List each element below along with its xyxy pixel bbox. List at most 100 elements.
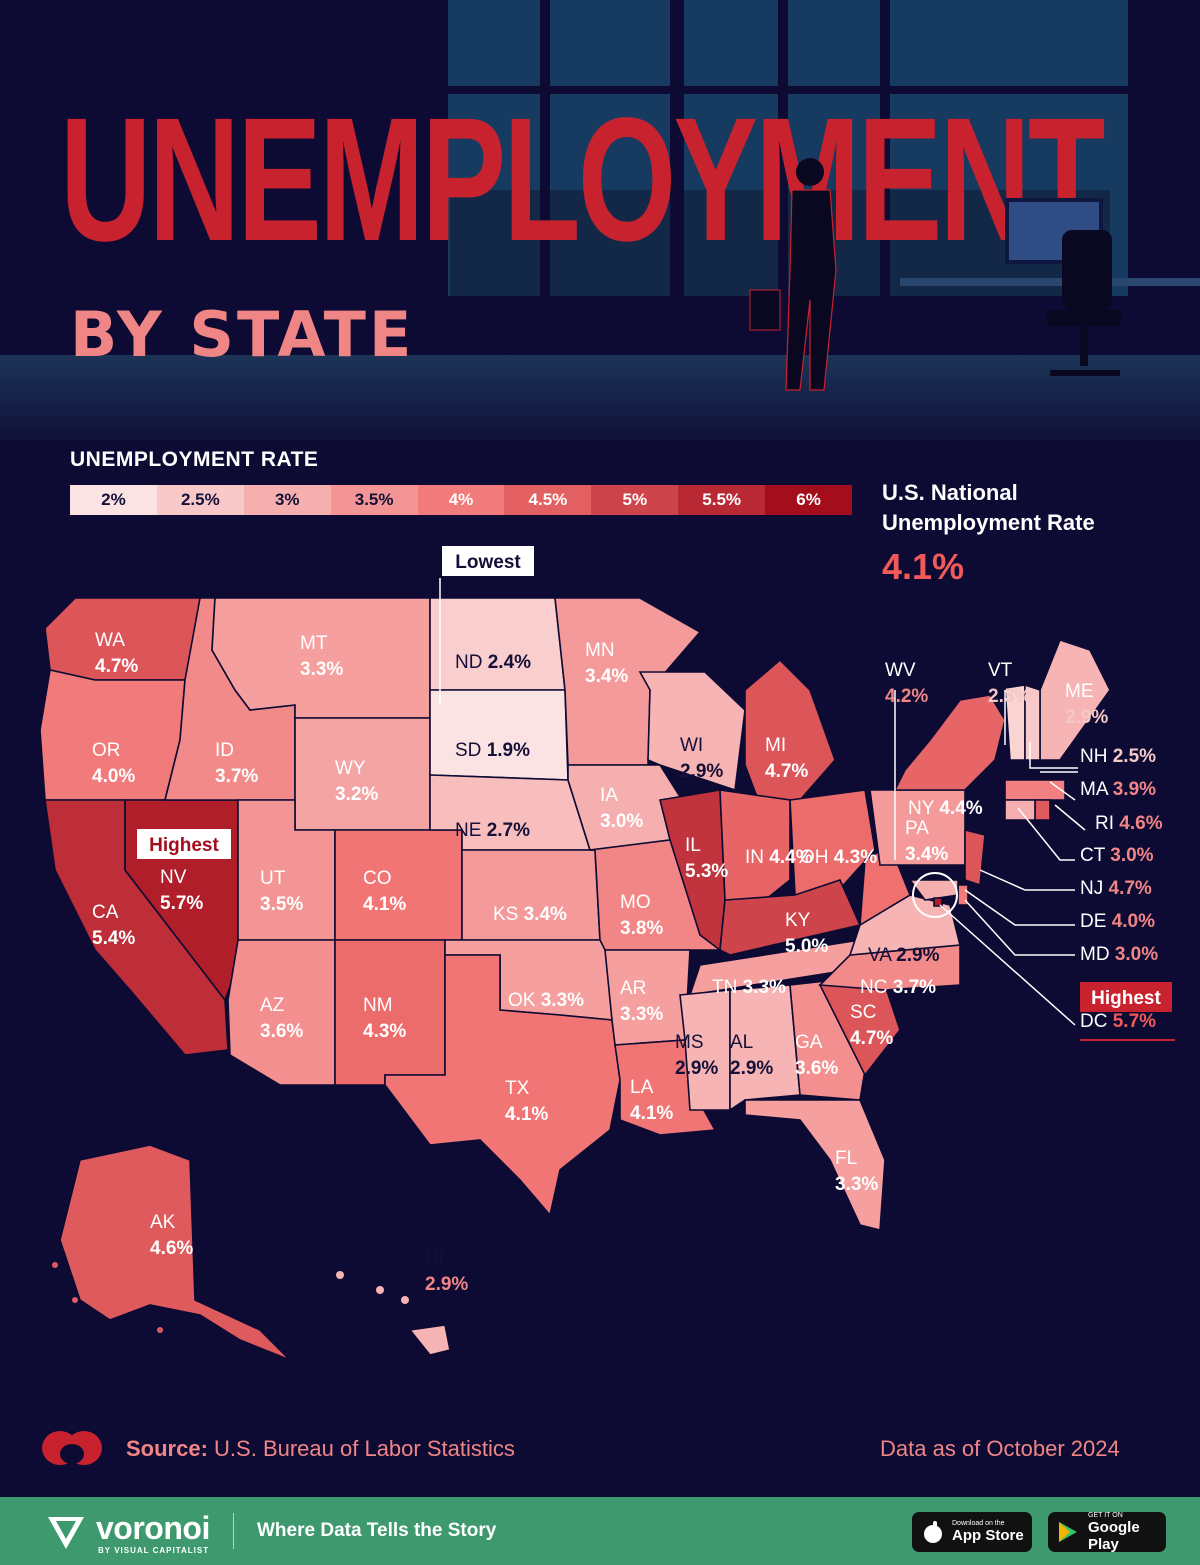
state-rate-tx: 4.1% [505,1104,548,1125]
state-rate-la: 4.1% [630,1103,673,1124]
state-abbr-sc: SC [850,1002,876,1023]
island [52,1262,58,1268]
leader-line [1054,804,1086,831]
lowest-callout-box [442,546,534,576]
office-chair [1046,230,1122,376]
state-ma [1004,779,1066,801]
state-rate-wv: 4.2% [885,686,928,707]
state-abbr-fl: FL [835,1148,857,1169]
highest-callout-nv-label: Highest [149,835,219,856]
legend-tick: 5.5% [678,485,766,515]
state-rate-il: 5.3% [685,861,728,882]
state-mt [211,597,431,719]
state-abbr-pa: PA [905,818,929,839]
state-rate-mi: 4.7% [765,761,808,782]
state-rate-ga: 3.6% [795,1058,838,1079]
tagline: Where Data Tells the Story [257,1520,497,1541]
highest-callout-dc-label: Highest [1091,988,1161,1009]
data-date: Data as of October 2024 [880,1436,1120,1461]
state-label-nj: NJ 4.7% [1080,878,1152,899]
state-ar [604,949,691,1046]
office-floor [0,355,1200,440]
state-rate-mt: 3.3% [300,659,343,680]
brand-name: voronoi [96,1510,210,1546]
state-abbr-ca: CA [92,902,119,923]
national-rate-title: U.S. National Unemployment Rate [882,480,1095,535]
leader-line [939,904,1076,1026]
legend-tick: 3.5% [330,485,418,515]
state-rate-sc: 4.7% [850,1028,893,1049]
state-label-dc: DC 5.7% [1080,1011,1156,1032]
legend-tick: 2% [70,485,157,515]
brand-subtitle: BY VISUAL CAPITALIST [98,1546,210,1555]
state-label-sd: SD 1.9% [455,740,530,761]
highest-callout-dc-box [1080,982,1172,1012]
state-abbr-co: CO [363,868,392,889]
state-label-oh: OH 4.3% [800,847,877,868]
state-oh [789,789,876,901]
state-fl [744,1099,886,1232]
leader-line [964,889,1075,926]
state-sd [429,689,569,781]
person-figure [749,158,837,391]
state-tx [384,954,621,1217]
source-label: Source: [126,1436,208,1461]
state-ms [679,989,731,1111]
leader-line [1017,807,1075,861]
state-mi [744,658,836,806]
state-rate-ak: 4.6% [150,1238,193,1259]
state-al [729,984,801,1112]
legend-tick: 3% [243,485,331,515]
source-text: U.S. Bureau of Labor Statistics [214,1436,515,1461]
state-abbr-ar: AR [620,978,646,999]
state-abbr-tx: TX [505,1078,530,1099]
page-subtitle: BY STATE [70,298,415,371]
state-rate-or: 4.0% [92,766,135,787]
desk [900,278,1200,286]
state-abbr-la: LA [630,1077,654,1098]
state-abbr-mi: MI [765,735,786,756]
legend-tick: 4% [417,485,505,515]
state-wi [638,671,746,792]
highest-callout-nv-box [137,829,231,859]
legend-title: UNEMPLOYMENT RATE [70,448,319,471]
state-label-ma: MA 3.9% [1080,779,1156,800]
island [157,1327,163,1333]
state-rate-ca: 5.4% [92,928,135,949]
state-rate-az: 3.6% [260,1021,303,1042]
island [401,1296,409,1304]
state-label-ct: CT 3.0% [1080,845,1154,866]
dc-magnifier [912,872,958,918]
state-rate-vt: 2.3% [988,686,1031,707]
state-abbr-or: OR [92,740,121,761]
page-title: UNEMPLOYMENT [60,82,1105,278]
color-scale: 2% 2.5% 3% 3.5% 4% 4.5% 5% 5.5% 6% [70,485,853,515]
state-abbr-az: AZ [260,995,285,1016]
legend-tick: 2.5% [156,485,244,515]
state-rate-nv: 5.7% [160,893,203,914]
state-ak [59,1144,291,1361]
state-label-nc: NC 3.7% [860,977,936,998]
state-label-ks: KS 3.4% [493,904,567,925]
voronoi-logo-icon [48,1517,84,1549]
state-abbr-ms: MS [675,1032,704,1053]
leader-line [1029,742,1078,769]
state-hi [408,1324,451,1356]
state-rate-ut: 3.5% [260,894,303,915]
state-rate-wy: 3.2% [335,784,378,805]
state-nd [429,597,566,691]
state-abbr-mt: MT [300,633,328,654]
leader-line [979,869,1075,891]
state-label-nh: NH 2.5% [1080,746,1156,767]
state-ny [893,694,1006,791]
google-play-button[interactable]: GET IT ON Google Play [1048,1512,1166,1553]
state-rate-wi: 2.9% [680,761,723,782]
hero-illustration: UNEMPLOYMENT BY STATE [0,0,1200,440]
state-rate-al: 2.9% [730,1058,773,1079]
state-abbr-il: IL [685,835,701,856]
leader-line [964,899,1075,956]
state-rate-mo: 3.8% [620,918,663,939]
state-label-ne: NE 2.7% [455,820,530,841]
footer-divider [233,1513,234,1549]
